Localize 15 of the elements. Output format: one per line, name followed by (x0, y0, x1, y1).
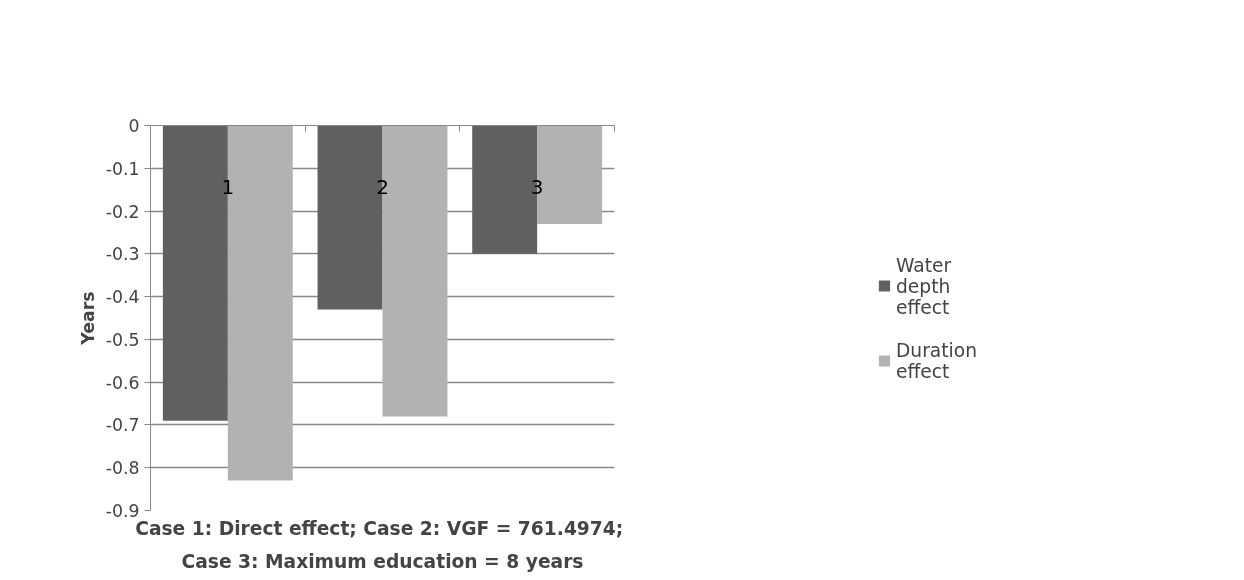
y-tick-label: -0.5 (105, 329, 140, 350)
x-tick-label: 3 (530, 175, 544, 200)
y-tick-label: -0.1 (105, 158, 140, 179)
legend-label: Duration effect (895, 339, 978, 381)
y-tick-label: 0 (128, 116, 140, 136)
y-tick-label: -0.6 (105, 372, 140, 393)
y-axis-title: Years (77, 291, 98, 346)
y-tick-label: -0.4 (105, 287, 140, 308)
y-tick-label: -0.2 (105, 201, 140, 222)
legend-label: Water depth effect (895, 254, 952, 317)
y-tick-label: -0.8 (105, 458, 140, 479)
y-tick-label: -0.3 (105, 244, 140, 265)
y-tick-label: -0.7 (105, 415, 140, 436)
x-tick-label: 1 (221, 175, 235, 200)
x-tick-label: 2 (376, 175, 389, 200)
